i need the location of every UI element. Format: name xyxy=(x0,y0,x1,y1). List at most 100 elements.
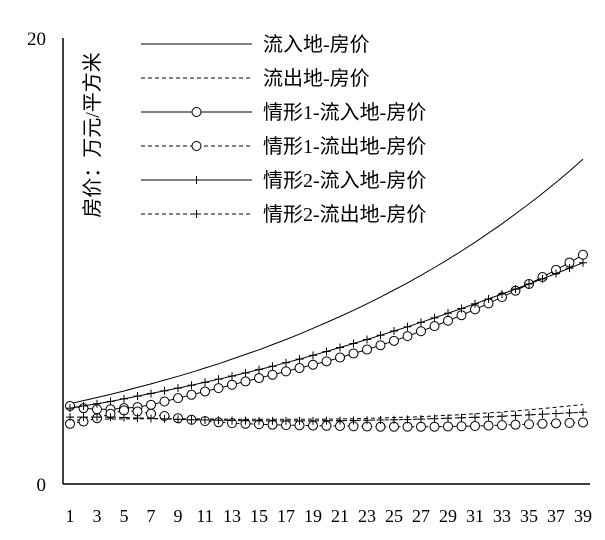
x-tick-label: 1 xyxy=(66,506,75,526)
legend: 流入地-房价流出地-房价情形1-流入地-房价情形1-流出地-房价情形2-流入地-… xyxy=(141,33,426,226)
x-tick-label: 27 xyxy=(412,506,430,526)
series-5-point-marker xyxy=(565,264,574,273)
series-6-point-marker xyxy=(390,415,398,424)
series-6-point-marker xyxy=(498,412,506,421)
series-4-point-marker xyxy=(564,417,575,428)
series-5-point-marker xyxy=(484,294,493,303)
series-3-point-marker xyxy=(173,393,183,404)
series-3-point-marker xyxy=(213,383,224,394)
x-tick-label: 21 xyxy=(331,506,349,526)
series-3-point-marker xyxy=(443,315,453,326)
series-4-point-marker xyxy=(497,420,507,431)
series-5-point-marker xyxy=(376,331,385,340)
series-5-point-marker xyxy=(511,285,520,294)
series-4-point-marker xyxy=(416,421,426,432)
legend-marker xyxy=(191,141,202,151)
series-6-point-marker xyxy=(349,416,358,425)
series-6-point-marker xyxy=(403,415,412,424)
y-tick-label: 20 xyxy=(27,29,46,50)
series-6-point-marker xyxy=(457,413,466,422)
y-axis-label: 房价：万元/平方米 xyxy=(81,52,104,218)
series-5-point-marker xyxy=(471,299,479,308)
series-6-point-marker xyxy=(241,416,250,425)
x-tick-label: 9 xyxy=(174,506,183,526)
series-6-point-marker xyxy=(538,410,547,419)
series-3-point-marker xyxy=(240,376,251,387)
series-5-point-marker xyxy=(255,365,263,374)
series-6-point-marker xyxy=(174,415,182,424)
series-5-point-marker xyxy=(174,384,182,393)
series-6-point-marker xyxy=(552,409,560,418)
series-5-point-marker xyxy=(120,394,128,403)
series-5-point-marker xyxy=(282,358,290,367)
legend-marker xyxy=(192,176,201,184)
x-tick-label: 23 xyxy=(358,506,376,526)
series-5-point-marker xyxy=(336,343,344,352)
series-3-point-marker xyxy=(200,386,210,397)
series-6-point-marker xyxy=(79,413,88,422)
series-6-point-marker xyxy=(282,416,290,425)
legend-marker xyxy=(191,107,202,117)
series-3-point-marker xyxy=(578,249,588,260)
series-6-line xyxy=(70,411,584,422)
series-5-point-marker xyxy=(133,392,142,401)
series-5-point-marker xyxy=(417,318,425,327)
series-1-line xyxy=(69,158,584,405)
series-5-point-marker xyxy=(93,399,101,408)
legend-item: 情形2-流入地-房价 xyxy=(141,169,426,192)
x-tick-label: 31 xyxy=(466,506,484,526)
series-5-point-marker xyxy=(444,309,452,318)
series-3-point-marker xyxy=(227,379,237,390)
series-6-point-marker xyxy=(322,416,331,425)
series-6-point-marker xyxy=(471,413,479,422)
series-3-point-marker xyxy=(308,359,318,370)
series-5-point-marker xyxy=(187,381,196,390)
series-6-group xyxy=(66,408,587,425)
series-4-point-marker xyxy=(470,421,480,432)
series-6-point-marker xyxy=(525,410,533,419)
series-3-line xyxy=(69,254,584,410)
series-6-point-marker xyxy=(201,415,209,424)
series-6-point-marker xyxy=(363,416,371,425)
series-5-point-marker xyxy=(295,355,304,364)
series-3-point-marker xyxy=(335,352,345,363)
series-6-point-marker xyxy=(444,414,452,423)
legend-label: 流出地-房价 xyxy=(263,67,370,90)
series-6-point-marker xyxy=(133,413,142,422)
series-3-point-marker xyxy=(281,366,291,377)
series-6-point-marker xyxy=(147,414,155,423)
series-5-point-marker xyxy=(201,378,209,387)
series-5-point-marker xyxy=(66,404,74,413)
legend-label: 情形2-流出地-房价 xyxy=(263,203,426,226)
series-5-point-marker xyxy=(457,304,466,313)
series-5-point-marker xyxy=(147,389,155,398)
legend-label: 情形1-流出地-房价 xyxy=(263,135,426,158)
x-tick-label: 5 xyxy=(120,506,129,526)
series-6-point-marker xyxy=(268,416,277,425)
series-3-point-marker xyxy=(362,344,372,355)
series-5-point-marker xyxy=(106,397,115,406)
series-5-point-marker xyxy=(498,290,506,299)
x-tick-label: 15 xyxy=(250,506,268,526)
series-5-point-marker xyxy=(160,386,169,395)
series-4-point-marker xyxy=(578,417,588,428)
series-5-point-marker xyxy=(552,269,560,278)
y-tick-label: 0 xyxy=(37,475,47,496)
series-5-point-marker xyxy=(349,339,358,348)
series-5-point-marker xyxy=(390,327,398,336)
series-6-point-marker xyxy=(120,413,128,422)
series-6-point-marker xyxy=(430,414,439,423)
series-5-point-marker xyxy=(579,258,587,267)
series-4-point-marker xyxy=(483,420,494,431)
x-tick-label: 33 xyxy=(493,506,511,526)
series-4-point-marker xyxy=(537,418,548,429)
series-4-point-marker xyxy=(456,421,467,432)
series-5-point-marker xyxy=(228,372,236,381)
legend-item: 流入地-房价 xyxy=(141,33,370,56)
x-tick-label: 11 xyxy=(196,506,213,526)
x-tick-label: 13 xyxy=(223,506,241,526)
series-3-point-marker xyxy=(146,399,156,410)
